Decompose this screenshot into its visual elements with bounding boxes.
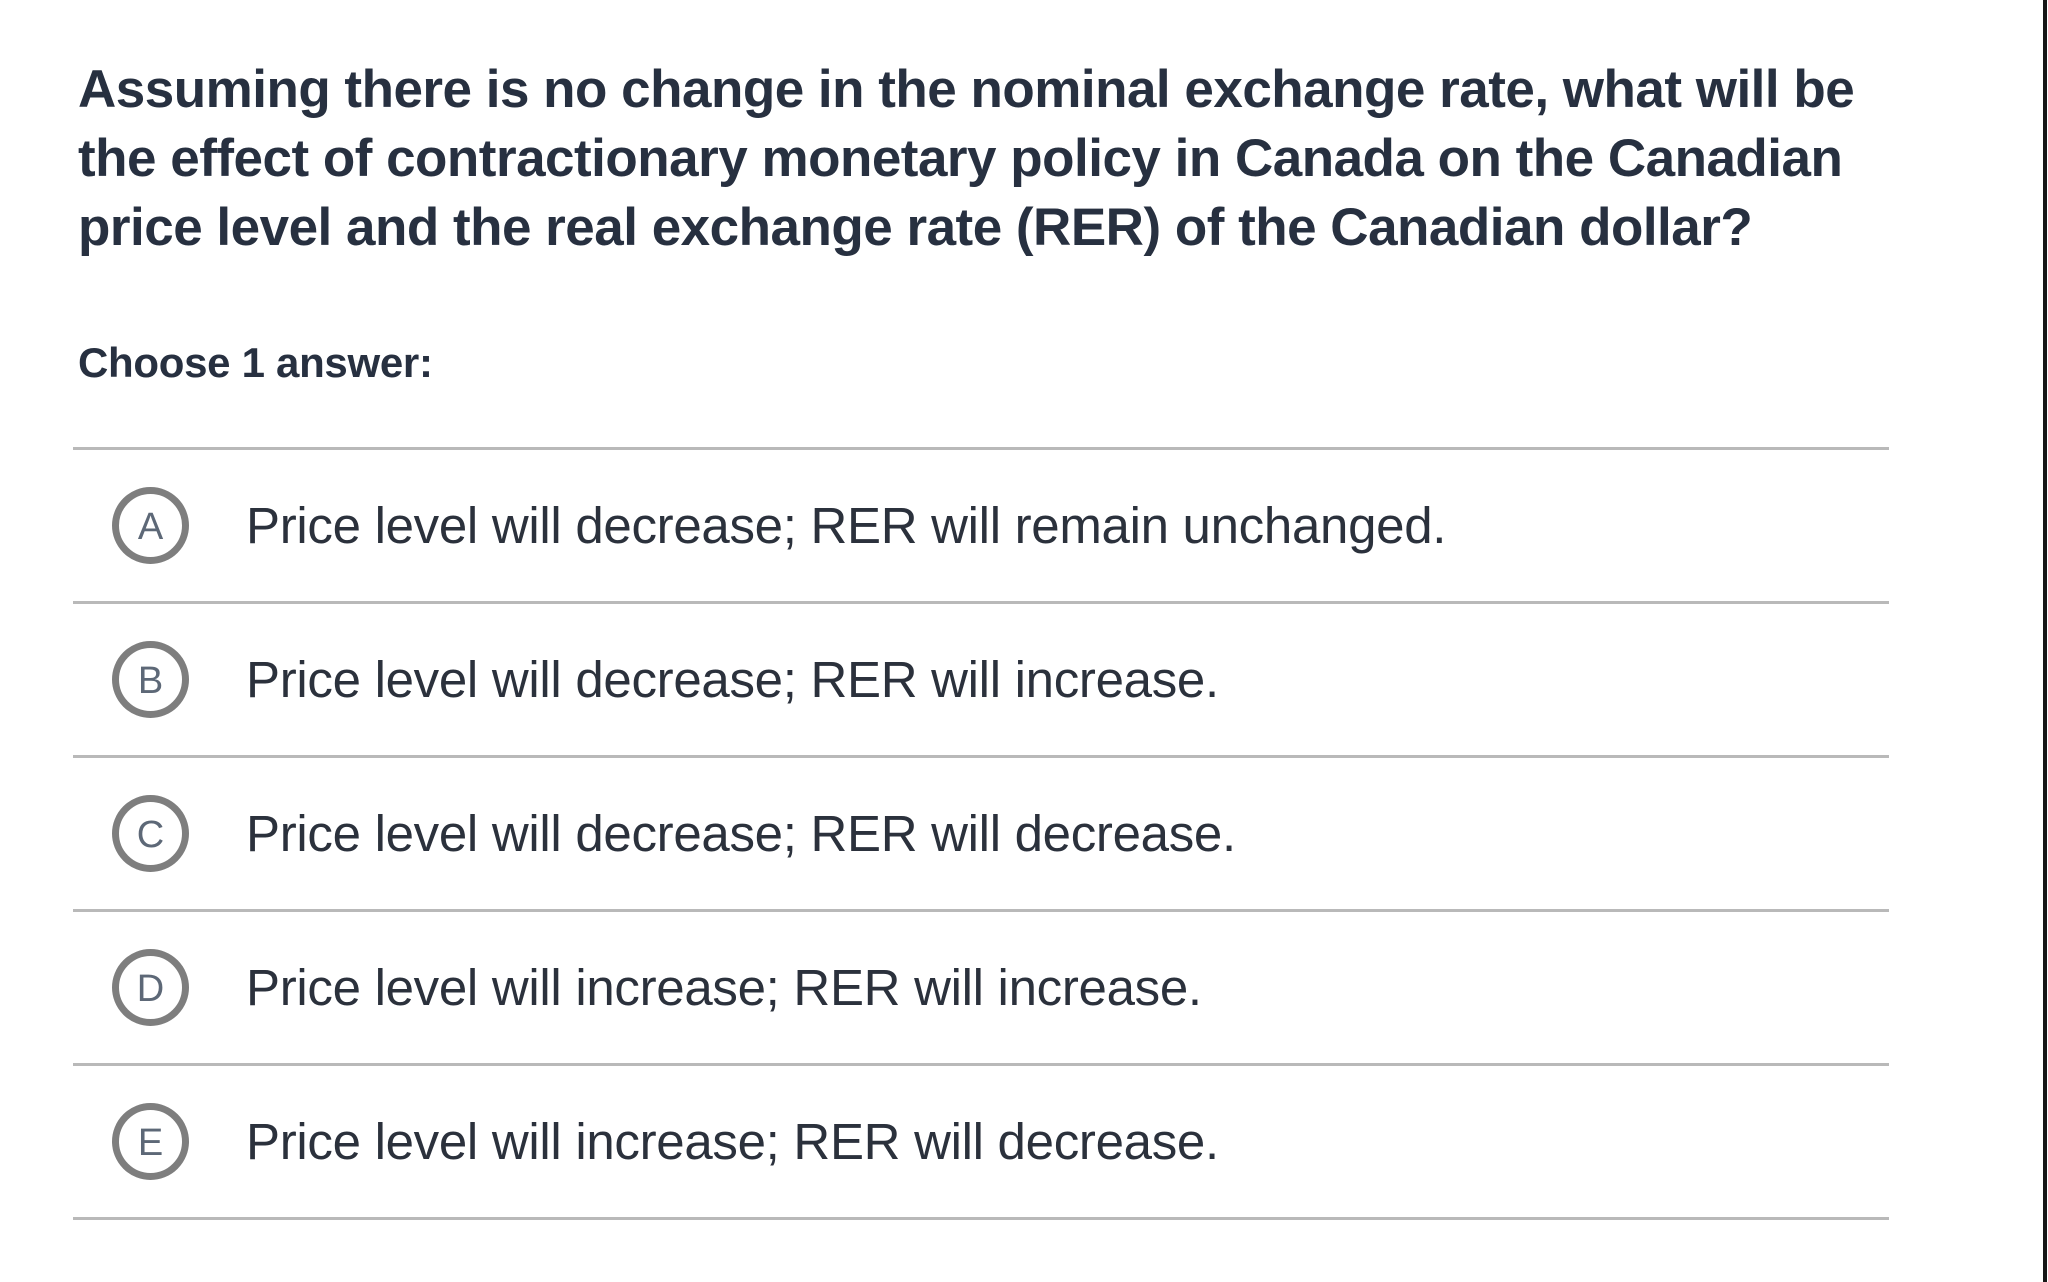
answer-option-label: Price level will decrease; RER will incr… bbox=[246, 651, 1219, 708]
radio-letter: E bbox=[137, 1121, 164, 1164]
radio-letter-icon[interactable]: E bbox=[112, 1103, 189, 1180]
question-line: the effect of contractionary monetary po… bbox=[78, 129, 1843, 188]
answer-option-d[interactable]: D Price level will increase; RER will in… bbox=[73, 909, 1889, 1063]
radio-letter-icon[interactable]: D bbox=[112, 949, 189, 1026]
radio-letter: B bbox=[137, 659, 164, 702]
radio-letter-icon[interactable]: B bbox=[112, 641, 189, 718]
radio-letter: D bbox=[136, 967, 165, 1010]
answer-options: A Price level will decrease; RER will re… bbox=[73, 447, 1889, 1220]
question-line: Assuming there is no change in the nomin… bbox=[78, 60, 1855, 119]
answer-option-label: Price level will increase; RER will incr… bbox=[246, 959, 1202, 1016]
quiz-question-panel: Assuming there is no change in the nomin… bbox=[73, 0, 1894, 1220]
radio-letter: A bbox=[137, 505, 164, 548]
question-line: price level and the real exchange rate (… bbox=[78, 198, 1753, 257]
choose-answer-label: Choose 1 answer: bbox=[78, 339, 433, 386]
answer-option-label: Price level will decrease; RER will rema… bbox=[246, 497, 1447, 554]
answer-option-label: Price level will increase; RER will decr… bbox=[246, 1113, 1219, 1170]
answer-option-e[interactable]: E Price level will increase; RER will de… bbox=[73, 1063, 1889, 1217]
answer-option-b[interactable]: B Price level will decrease; RER will in… bbox=[73, 601, 1889, 755]
radio-letter: C bbox=[136, 813, 165, 856]
radio-letter-icon[interactable]: A bbox=[112, 487, 189, 564]
answer-option-label: Price level will decrease; RER will decr… bbox=[246, 805, 1236, 862]
answer-option-c[interactable]: C Price level will decrease; RER will de… bbox=[73, 755, 1889, 909]
window-edge-line bbox=[2043, 0, 2047, 1282]
question-text: Assuming there is no change in the nomin… bbox=[78, 55, 1894, 262]
answer-option-a[interactable]: A Price level will decrease; RER will re… bbox=[73, 447, 1889, 601]
radio-letter-icon[interactable]: C bbox=[112, 795, 189, 872]
